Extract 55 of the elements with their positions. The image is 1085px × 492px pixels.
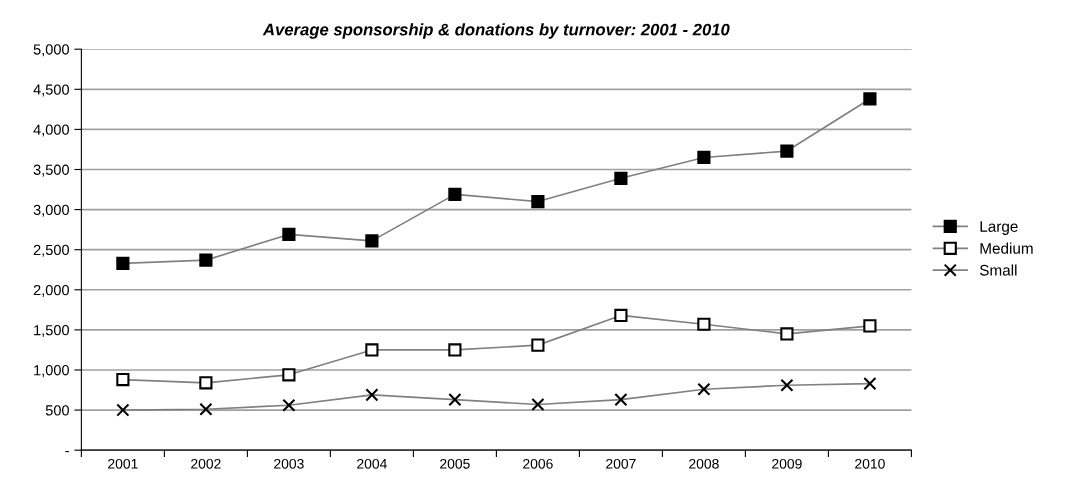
point bbox=[614, 393, 628, 407]
x-tick-label: 2006 bbox=[523, 458, 553, 469]
point bbox=[531, 397, 545, 412]
point bbox=[697, 150, 711, 165]
point bbox=[863, 377, 877, 391]
y-tick-label: 5,000 bbox=[33, 44, 69, 57]
chart-title: Average sponsorship & donations by turnover: 2001 - 2010 bbox=[262, 23, 730, 39]
x-tick-label: 2008 bbox=[689, 458, 719, 469]
point bbox=[614, 308, 628, 323]
point bbox=[780, 144, 794, 158]
point bbox=[116, 256, 130, 270]
y-tick-label: 1,000 bbox=[34, 365, 69, 378]
x-tick-label: 2004 bbox=[357, 458, 387, 469]
point bbox=[282, 227, 296, 242]
legend-label: Medium bbox=[980, 242, 1033, 254]
point bbox=[697, 382, 711, 396]
x-tick-label: 2010 bbox=[855, 458, 885, 469]
point bbox=[365, 234, 379, 248]
point bbox=[282, 368, 296, 382]
y-tick-label: 4,500 bbox=[33, 84, 69, 97]
point bbox=[863, 319, 877, 333]
point bbox=[531, 194, 545, 209]
x-tick-label: 2005 bbox=[440, 458, 470, 469]
point bbox=[863, 92, 877, 106]
point bbox=[116, 403, 130, 417]
point bbox=[365, 343, 379, 357]
point bbox=[697, 317, 711, 331]
x-tick-label: 2007 bbox=[606, 458, 636, 469]
y-tick-label: 500 bbox=[45, 405, 69, 416]
point bbox=[531, 338, 545, 352]
y-tick-label: 1,500 bbox=[34, 324, 69, 338]
y-tick-label: 3,500 bbox=[33, 164, 69, 177]
point bbox=[614, 171, 628, 185]
y-tick-label: - bbox=[65, 451, 69, 453]
point bbox=[199, 376, 213, 390]
x-tick-label: 2003 bbox=[274, 458, 304, 469]
point bbox=[116, 373, 130, 387]
y-tick-label: 3,000 bbox=[33, 204, 69, 217]
point bbox=[780, 378, 794, 392]
legend-label: Large bbox=[980, 221, 1018, 235]
point bbox=[282, 398, 296, 412]
point bbox=[448, 187, 462, 201]
legend-label: Small bbox=[979, 264, 1017, 276]
point bbox=[199, 253, 213, 267]
point bbox=[448, 393, 462, 407]
x-tick-label: 2002 bbox=[191, 458, 221, 469]
point bbox=[365, 388, 379, 402]
y-tick-label: 2,500 bbox=[33, 244, 69, 257]
y-tick-label: 2,000 bbox=[33, 284, 69, 297]
y-tick-label: 4,000 bbox=[33, 124, 69, 137]
point bbox=[199, 402, 213, 416]
x-tick-label: 2009 bbox=[772, 458, 802, 469]
point bbox=[448, 343, 462, 357]
x-tick-label: 2001 bbox=[108, 458, 138, 469]
point bbox=[780, 327, 794, 341]
